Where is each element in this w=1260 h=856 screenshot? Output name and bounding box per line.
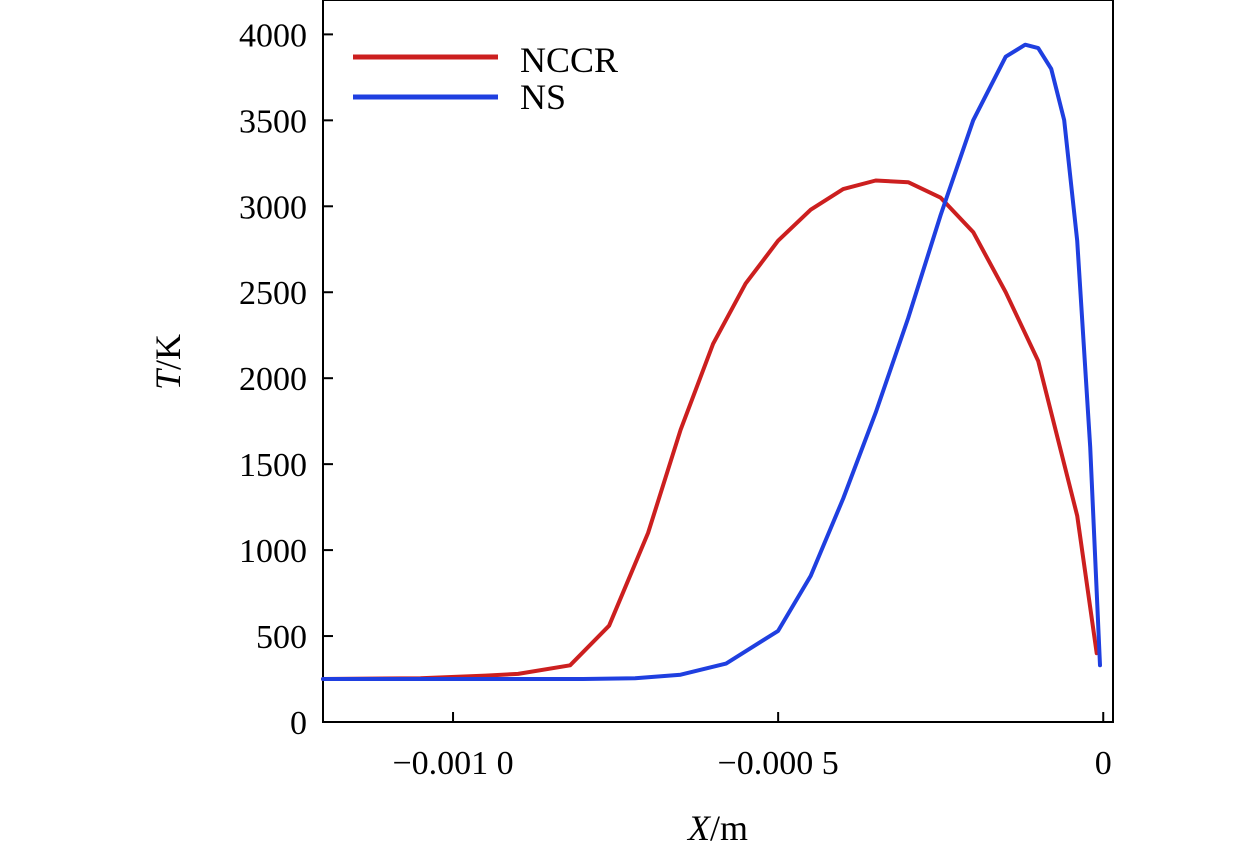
- y-axis-ticks: 0 500 1000 1500 2000 2500 3000 3500 4000: [239, 17, 333, 742]
- x-axis-unit: /m: [710, 808, 748, 848]
- x-tick-label: −0.001 0: [392, 745, 513, 782]
- y-axis-title: T/K: [148, 334, 188, 390]
- legend-label-ns: NS: [520, 77, 566, 117]
- legend: NCCR NS: [353, 40, 618, 117]
- y-tick-label: 1000: [239, 533, 307, 570]
- y-tick-label: 3500: [239, 103, 307, 140]
- plot-frame: [322, 0, 1114, 723]
- y-tick-label: 4000: [239, 17, 307, 54]
- y-tick-label: 1500: [239, 447, 307, 484]
- y-axis-variable: T: [148, 367, 188, 390]
- y-tick-label: 2000: [239, 361, 307, 398]
- x-tick-label: −0.000 5: [718, 745, 839, 782]
- legend-label-nccr: NCCR: [520, 40, 618, 80]
- x-axis-ticks: −0.001 0 −0.000 5 0: [392, 712, 1112, 782]
- series-lines: [321, 42, 1102, 681]
- y-axis-unit: /K: [148, 334, 188, 370]
- x-tick-label: 0: [1095, 745, 1112, 782]
- series-line-nccr: [321, 178, 1099, 681]
- x-axis-variable: X: [686, 808, 712, 848]
- y-tick-label: 3000: [239, 189, 307, 226]
- series-line-ns: [321, 42, 1102, 681]
- y-tick-label: 0: [290, 705, 307, 742]
- x-axis-title: X/m: [686, 808, 748, 848]
- y-tick-label: 500: [256, 619, 307, 656]
- y-tick-label: 2500: [239, 275, 307, 312]
